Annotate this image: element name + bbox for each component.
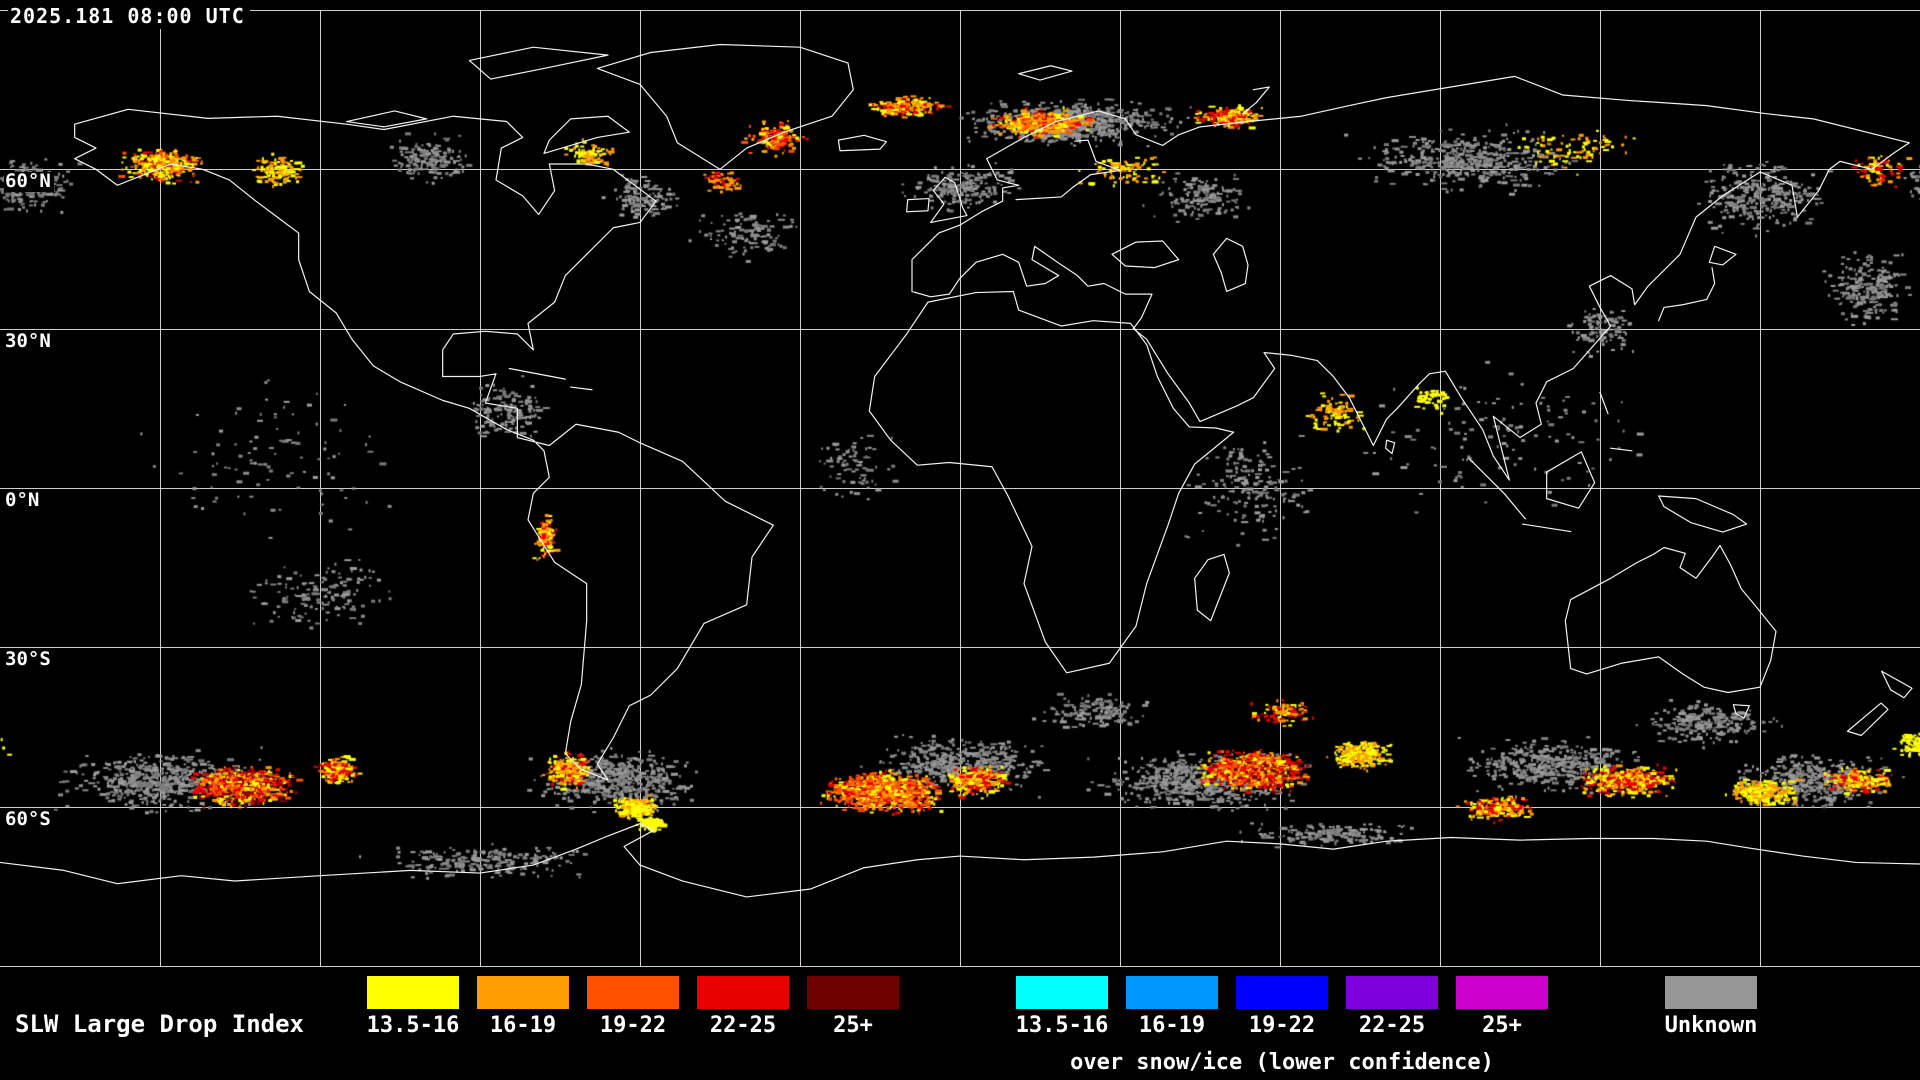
legend-range-label: 19-22 — [599, 1013, 667, 1038]
coast-antarctica — [0, 824, 1920, 897]
legend-range-label: 16-19 — [1138, 1013, 1206, 1038]
coast-java — [1523, 524, 1571, 531]
legend-group-unknown: Unknown — [1665, 976, 1757, 1038]
legend-range-label: 25+ — [1482, 1013, 1522, 1038]
legend-color-box — [1236, 976, 1328, 1009]
coast-new-guinea — [1659, 496, 1747, 532]
legend-color-box — [367, 976, 459, 1009]
legend-swatch-unknown: Unknown — [1665, 976, 1757, 1038]
timestamp: 2025.181 08:00 UTC — [8, 3, 250, 29]
legend-range-label: 16-19 — [489, 1013, 557, 1038]
coast-hispaniola — [571, 387, 592, 390]
world-map: 60°N 30°N 0°N 30°S 60°S — [0, 10, 1920, 967]
legend-color-box — [697, 976, 789, 1009]
legend-swatch-snow-ice: 16-19 — [1126, 976, 1218, 1038]
lat-label: 30°N — [4, 331, 54, 352]
coast-iceland — [838, 135, 886, 150]
coast-philippines — [1600, 392, 1632, 450]
legend-swatch-primary: 16-19 — [477, 976, 569, 1038]
coast-sumatra — [1469, 459, 1525, 519]
unknown-color-box — [1665, 976, 1757, 1009]
coast-caspian-sea — [1213, 238, 1248, 291]
coast-victoria-island — [347, 111, 427, 127]
coast-baltic-sea — [1016, 140, 1120, 199]
coast-black-sea — [1112, 241, 1179, 268]
legend-color-box — [1456, 976, 1548, 1009]
legend-color-box — [807, 976, 899, 1009]
lat-label: 60°S — [4, 809, 54, 830]
legend: SLW Large Drop Index 13.5-16 16-19 19-22 22… — [0, 968, 1920, 1080]
legend-range-label: 22-25 — [709, 1013, 777, 1038]
coast-ireland — [907, 199, 929, 212]
legend-color-box — [477, 976, 569, 1009]
legend-color-box — [1016, 976, 1108, 1009]
coast-britain — [931, 177, 967, 222]
legend-range-label: 13.5-16 — [366, 1013, 460, 1038]
legend-color-box — [1346, 976, 1438, 1009]
slw-data-speckles-layer — [0, 10, 1920, 966]
lat-label: 0°N — [4, 490, 43, 511]
coast-new-zealand-north — [1882, 671, 1912, 698]
legend-group-snow-ice: 13.5-16 16-19 19-22 22-25 25+ — [1016, 976, 1548, 1038]
lat-label: 60°N — [4, 171, 54, 193]
coast-svalbard — [1019, 66, 1072, 80]
coastlines-layer — [0, 10, 1920, 966]
legend-range-label: 13.5-16 — [1015, 1013, 1109, 1038]
legend-swatch-primary: 13.5-16 — [367, 976, 459, 1038]
coast-borneo — [1547, 452, 1595, 508]
legend-swatch-primary: 22-25 — [697, 976, 789, 1038]
coast-madagascar — [1195, 554, 1230, 620]
gridline-parallel — [0, 966, 1920, 967]
coast-japan — [1659, 268, 1715, 321]
coast-greenland — [597, 45, 853, 170]
legend-swatch-primary: 25+ — [807, 976, 899, 1038]
coast-cuba — [509, 369, 565, 380]
coast-novaya-zemlya — [1243, 87, 1270, 114]
coast-ellesmere — [469, 47, 608, 79]
legend-swatch-snow-ice: 25+ — [1456, 976, 1548, 1038]
legend-swatch-snow-ice: 22-25 — [1346, 976, 1438, 1038]
coast-americas — [75, 109, 774, 780]
legend-swatch-snow-ice: 19-22 — [1236, 976, 1328, 1038]
coast-new-zealand-south — [1847, 703, 1888, 735]
legend-color-box — [1126, 976, 1218, 1009]
coast-eurasia — [912, 76, 1909, 480]
legend-group-primary: 13.5-16 16-19 19-22 22-25 25+ — [367, 976, 899, 1038]
map-viewport: 60°N 30°N 0°N 30°S 60°S 2025.181 08:00 UTC — [0, 3, 1920, 967]
legend-title: SLW Large Drop Index — [15, 1010, 304, 1038]
legend-range-label: 19-22 — [1248, 1013, 1316, 1038]
legend-swatch-primary: 19-22 — [587, 976, 679, 1038]
legend-color-box — [587, 976, 679, 1009]
unknown-label: Unknown — [1664, 1013, 1758, 1038]
coast-hokkaido — [1709, 246, 1736, 265]
coast-tasmania — [1733, 705, 1749, 718]
legend-snow-ice-caption: over snow/ice (lower confidence) — [1070, 1050, 1494, 1075]
lat-label: 30°S — [4, 649, 54, 671]
coast-australia — [1565, 545, 1776, 692]
coast-sri-lanka — [1386, 440, 1395, 453]
coast-baffin — [544, 116, 629, 153]
legend-swatch-snow-ice: 13.5-16 — [1016, 976, 1108, 1038]
legend-range-label: 25+ — [833, 1013, 873, 1038]
legend-range-label: 22-25 — [1358, 1013, 1426, 1038]
coast-africa — [869, 291, 1233, 672]
